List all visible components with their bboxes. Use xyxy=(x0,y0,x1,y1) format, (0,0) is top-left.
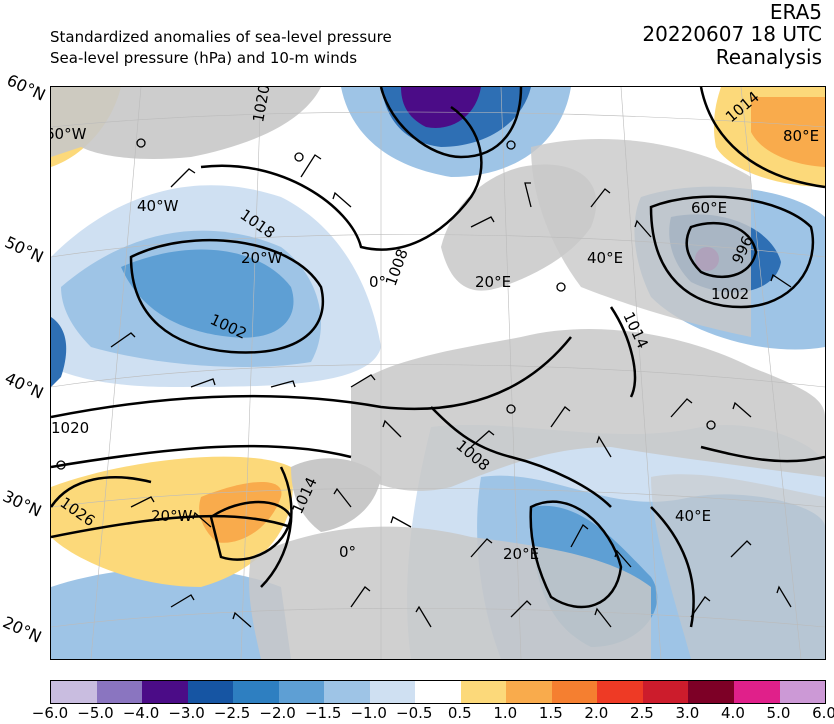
colorbar-segment-7 xyxy=(369,681,416,703)
land-iberia xyxy=(291,458,381,532)
land-russia-north xyxy=(531,138,751,337)
anomaly-region-atlantic-negative-strong xyxy=(121,249,294,338)
colorbar-tick-label: −0.5 xyxy=(396,704,433,722)
lat-label-30n: 30°N xyxy=(0,486,45,521)
colorbar-tick-label: −5.0 xyxy=(77,704,114,722)
colorbar-segment-1 xyxy=(96,681,143,703)
colorbar-segment-16 xyxy=(779,681,826,703)
colorbar-segment-4 xyxy=(233,681,279,703)
colorbar-tick-label: −1.0 xyxy=(350,704,387,722)
colorbar-segment-13 xyxy=(642,681,689,703)
colorbar-segment-0 xyxy=(51,681,97,703)
colorbar-tick-label: 5.0 xyxy=(766,704,791,722)
anomaly-region-west-edge-negative xyxy=(51,317,67,387)
colorbar-segment-3 xyxy=(187,681,234,703)
colorbar xyxy=(50,680,826,704)
isobars xyxy=(51,87,825,628)
lon-label-20e: 20°E xyxy=(475,273,511,291)
colorbar-tick-label: −6.0 xyxy=(31,704,69,722)
product-label: Reanalysis xyxy=(715,45,822,69)
colorbar-segment-10 xyxy=(506,681,552,703)
colorbar-segment-8 xyxy=(415,681,461,703)
lon-label-80e: 80°E xyxy=(783,127,819,145)
land-north-africa xyxy=(249,526,651,659)
lon-label-20w: 20°W xyxy=(241,249,283,267)
isobar-label-1002-east: 1002 xyxy=(711,285,749,303)
colorbar-tick-label: −2.5 xyxy=(213,704,251,722)
colorbar-tick-label: −1.5 xyxy=(304,704,342,722)
lat-label-50n: 50°N xyxy=(1,232,47,267)
isobar-label-1008-north: 1008 xyxy=(382,246,412,288)
colorbar-segment-5 xyxy=(278,681,325,703)
colorbar-tick-label: 2.0 xyxy=(584,704,609,722)
graticule xyxy=(51,87,825,659)
lon-label-south-0: 0° xyxy=(339,543,356,561)
map-subtitle-fields: Sea-level pressure (hPa) and 10-m winds xyxy=(50,49,358,67)
anomaly-region-sw-negative xyxy=(51,568,291,659)
land-europe xyxy=(351,328,825,491)
isobar-label-1020-west: 1020 xyxy=(51,419,89,437)
colorbar-tick-label: 1.5 xyxy=(538,704,563,722)
colorbar-segment-14 xyxy=(688,681,734,703)
lat-label-60n: 60°N xyxy=(3,70,49,105)
colorbar-tick-label: 6.0 xyxy=(812,704,834,722)
colorbar-tick-label: 0.5 xyxy=(447,704,472,722)
lat-label-40n: 40°N xyxy=(1,368,47,403)
datetime-label: 20220607 18 UTC xyxy=(642,22,822,46)
lon-label-south-40e: 40°E xyxy=(675,507,711,525)
lon-label-60e: 60°E xyxy=(691,199,727,217)
anomaly-region-subtropical-positive-mid xyxy=(199,482,282,543)
lon-label-south-20w: 20°W xyxy=(151,507,193,525)
colorbar-tick-label: 1.0 xyxy=(493,704,518,722)
lat-label-20n: 20°N xyxy=(0,612,45,647)
colorbar-segment-9 xyxy=(460,681,507,703)
anomaly-region-north-low-core xyxy=(401,87,481,128)
wind-barbs xyxy=(110,154,792,628)
colorbar-tick-label: −2.0 xyxy=(259,704,296,722)
colorbar-segment-15 xyxy=(733,681,780,703)
colorbar-segment-2 xyxy=(142,681,188,703)
lon-label-40e: 40°E xyxy=(587,249,623,267)
colorbar-tick-label: −3.0 xyxy=(168,704,205,722)
lon-label-60w: 60°W xyxy=(51,125,87,143)
calm-circles xyxy=(56,138,716,470)
colorbar-segment-12 xyxy=(597,681,643,703)
colorbar-segment-6 xyxy=(324,681,370,703)
map-subtitle-anomalies: Standardized anomalies of sea-level pres… xyxy=(50,28,392,46)
colorbar-tick-label: −4.0 xyxy=(122,704,160,722)
colorbar-tick-label: 4.0 xyxy=(721,704,745,722)
lon-label-0: 0° xyxy=(369,273,386,291)
map-canvas: 60°W 40°W 20°W 0° 20°E 40°E 60°E 80°E 20… xyxy=(51,87,825,659)
colorbar-ticks: −6.0 −5.0 −4.0 −3.0 −2.5 −2.0 −1.5 −1.0 −0.5 0.5 1… xyxy=(32,704,834,724)
lon-label-south-20e: 20°E xyxy=(503,545,539,563)
land-greenland xyxy=(51,87,321,159)
anomaly-map: 60°W 40°W 20°W 0° 20°E 40°E 60°E 80°E 20… xyxy=(50,86,826,660)
lon-label-40w: 40°W xyxy=(137,197,179,215)
colorbar-tick-label: 2.5 xyxy=(629,704,654,722)
anomaly-region-ne-positive-mid xyxy=(751,97,825,167)
dataset-label: ERA5 xyxy=(769,0,822,24)
colorbar-segment-11 xyxy=(551,681,598,703)
colorbar-tick-label: 3.0 xyxy=(675,704,700,722)
